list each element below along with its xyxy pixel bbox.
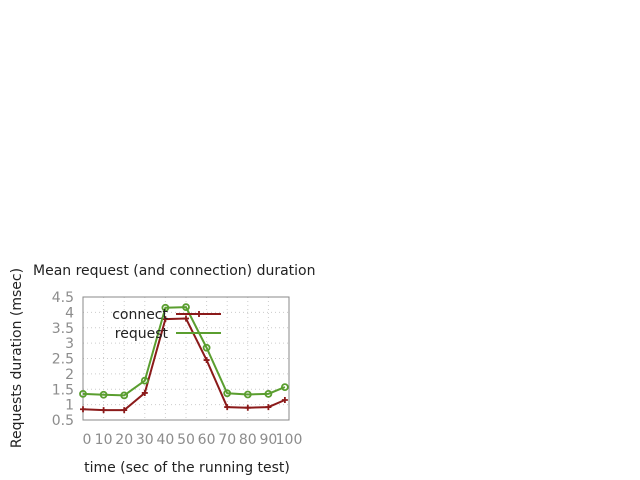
y-tick-label: 3.5 xyxy=(52,321,74,337)
x-axis-label: time (sec of the running test) xyxy=(84,460,290,476)
data-point-connect xyxy=(183,315,189,322)
data-point-connect xyxy=(203,357,210,364)
data-point-request xyxy=(223,389,232,398)
y-tick-label: 0.5 xyxy=(52,413,74,429)
x-tick-label: 100 xyxy=(276,432,303,448)
y-tick-label: 4.5 xyxy=(52,290,74,306)
x-tick-label: 70 xyxy=(218,432,236,448)
x-tick-label: 90 xyxy=(259,432,277,448)
data-point-connect xyxy=(121,407,128,414)
data-point-connect xyxy=(281,397,288,404)
data-point-request xyxy=(243,390,252,399)
data-point-request xyxy=(140,376,149,385)
legend-marker-connect xyxy=(196,311,202,317)
x-tick-label: 40 xyxy=(156,432,174,448)
y-tick-label: 1 xyxy=(65,398,74,414)
data-point-connect xyxy=(224,404,231,411)
series-line-request xyxy=(82,306,286,397)
data-point-request xyxy=(79,389,87,398)
plot-frame xyxy=(82,296,290,421)
series xyxy=(79,303,289,414)
data-point-connect xyxy=(80,406,86,413)
x-tick-label: 50 xyxy=(177,432,195,448)
data-point-request xyxy=(182,303,190,312)
x-tick-label: 30 xyxy=(136,432,154,448)
x-tick-label: 60 xyxy=(198,432,216,448)
chart-title: Mean request (and connection) duration xyxy=(33,263,315,279)
data-point-connect xyxy=(141,389,148,396)
legend: connect request xyxy=(112,307,221,342)
y-tick-label: 4 xyxy=(65,305,74,321)
data-point-request xyxy=(280,383,289,391)
data-point-request xyxy=(264,389,273,398)
y-tick-label: 3 xyxy=(65,336,74,352)
x-tick-label: 10 xyxy=(95,432,113,448)
x-tick-label: 20 xyxy=(115,432,133,448)
data-point-request xyxy=(99,390,108,399)
data-point-request xyxy=(202,343,211,352)
y-tick-label: 2.5 xyxy=(52,352,74,368)
data-point-connect xyxy=(244,404,251,411)
data-point-connect xyxy=(265,404,272,411)
x-tick-label: 80 xyxy=(239,432,257,448)
x-tick-label: 0 xyxy=(83,432,92,448)
legend-label-connect: connect xyxy=(112,307,168,323)
data-point-request xyxy=(120,391,129,400)
data-point-connect xyxy=(162,316,169,323)
legend-label-request: request xyxy=(115,326,169,342)
y-tick-label: 1.5 xyxy=(52,382,74,398)
y-tick-label: 2 xyxy=(65,367,74,383)
y-axis-label: Requests duration (msec) xyxy=(9,268,25,448)
data-point-request xyxy=(161,303,170,312)
data-point-connect xyxy=(100,407,107,414)
